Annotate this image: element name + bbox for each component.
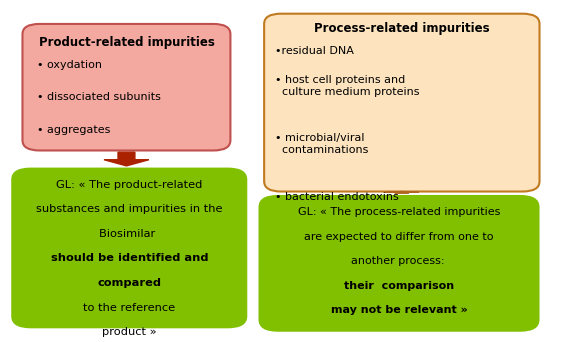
Text: GL: « The product-related: GL: « The product-related bbox=[56, 180, 202, 189]
Text: to the reference: to the reference bbox=[83, 303, 175, 313]
FancyBboxPatch shape bbox=[264, 14, 540, 192]
Text: • oxydation: • oxydation bbox=[37, 60, 102, 70]
Text: • dissociated subunits: • dissociated subunits bbox=[37, 92, 160, 102]
Text: • bacterial endotoxins: • bacterial endotoxins bbox=[275, 192, 399, 201]
Text: may not be relevant »: may not be relevant » bbox=[330, 305, 468, 315]
FancyBboxPatch shape bbox=[22, 24, 230, 150]
Text: their  comparison: their comparison bbox=[344, 281, 454, 291]
Text: should be identified and: should be identified and bbox=[51, 253, 208, 263]
Polygon shape bbox=[104, 152, 149, 166]
Text: product »: product » bbox=[102, 327, 157, 337]
Text: GL: « The process-related impurities: GL: « The process-related impurities bbox=[298, 207, 500, 217]
Text: •residual DNA: •residual DNA bbox=[275, 46, 354, 56]
Text: • microbial/viral
  contaminations: • microbial/viral contaminations bbox=[275, 133, 369, 155]
Text: • aggregates: • aggregates bbox=[37, 125, 110, 135]
Text: Product-related impurities: Product-related impurities bbox=[39, 36, 215, 49]
Text: Process-related impurities: Process-related impurities bbox=[314, 22, 490, 35]
FancyBboxPatch shape bbox=[259, 195, 540, 332]
Text: • host cell proteins and
  culture medium proteins: • host cell proteins and culture medium … bbox=[275, 75, 420, 97]
FancyBboxPatch shape bbox=[11, 168, 247, 328]
Text: compared: compared bbox=[97, 278, 161, 288]
Text: are expected to differ from one to: are expected to differ from one to bbox=[304, 232, 494, 241]
Text: another process:: another process: bbox=[351, 256, 447, 266]
Polygon shape bbox=[385, 192, 419, 193]
Text: substances and impurities in the: substances and impurities in the bbox=[36, 204, 223, 214]
Text: Biosimilar: Biosimilar bbox=[99, 229, 159, 239]
